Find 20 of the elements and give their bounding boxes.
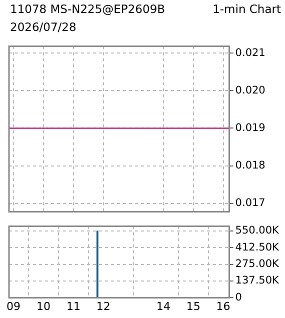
x-tick-label: 16 (216, 300, 230, 314)
y-tick-label: 0.021 (235, 46, 266, 59)
x-tick-label: 09 (6, 300, 20, 314)
chart-title: 11078 MS-N225@EP2609B (10, 2, 166, 16)
y-tick-label: 0.018 (235, 160, 266, 172)
chart-subtitle: 2026/07/28 (10, 20, 76, 34)
y-tick-label: 0.019 (235, 122, 266, 134)
y-tick-label: 275.00K (235, 258, 280, 270)
x-tick-label: 14 (156, 300, 170, 314)
y-tick-label: 0 (235, 291, 242, 304)
x-tick-label: 12 (96, 300, 110, 314)
x-tick-label: 10 (36, 300, 50, 314)
y-tick-label: 412.50K (235, 241, 280, 254)
y-tick-label: 550.00K (235, 224, 280, 237)
x-tick-label: 15 (186, 300, 200, 314)
y-tick-label: 0.017 (235, 197, 266, 210)
y-tick-label: 0.020 (235, 84, 266, 96)
x-tick-label: 11 (66, 300, 80, 314)
text: 1-min Chart (212, 2, 281, 16)
y-tick-label: 137.50K (235, 274, 280, 287)
